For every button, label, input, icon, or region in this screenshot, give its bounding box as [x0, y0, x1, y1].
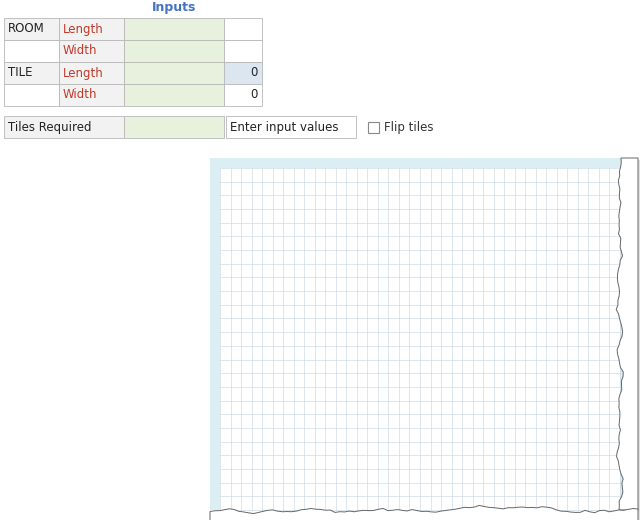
- Polygon shape: [620, 160, 640, 512]
- Text: Inputs: Inputs: [152, 1, 196, 14]
- Bar: [4, 116, 124, 138]
- Bar: [368, 122, 379, 133]
- Bar: [226, 116, 356, 138]
- Text: Tiles Required: Tiles Required: [8, 121, 92, 134]
- Bar: [59, 40, 124, 62]
- Text: Width: Width: [63, 88, 97, 101]
- Bar: [4, 84, 59, 106]
- Polygon shape: [616, 158, 638, 510]
- Text: Width: Width: [63, 45, 97, 58]
- Bar: [210, 158, 638, 510]
- Polygon shape: [210, 505, 638, 520]
- Bar: [124, 18, 224, 40]
- Bar: [124, 62, 224, 84]
- Bar: [224, 18, 262, 40]
- Bar: [124, 40, 224, 62]
- Text: Length: Length: [63, 22, 104, 35]
- Bar: [59, 18, 124, 40]
- Bar: [124, 84, 224, 106]
- Bar: [59, 62, 124, 84]
- Text: 0: 0: [251, 67, 258, 80]
- Polygon shape: [212, 509, 640, 520]
- Bar: [220, 168, 620, 510]
- Bar: [124, 116, 224, 138]
- Bar: [4, 40, 59, 62]
- Text: 0: 0: [251, 88, 258, 101]
- Bar: [4, 62, 59, 84]
- Text: Enter input values: Enter input values: [230, 121, 339, 134]
- Bar: [224, 40, 262, 62]
- Bar: [4, 18, 59, 40]
- Text: TILE: TILE: [8, 67, 33, 80]
- Text: Length: Length: [63, 67, 104, 80]
- Bar: [224, 84, 262, 106]
- Text: Flip tiles: Flip tiles: [384, 121, 433, 134]
- Bar: [59, 84, 124, 106]
- Bar: [224, 62, 262, 84]
- Text: ROOM: ROOM: [8, 22, 45, 35]
